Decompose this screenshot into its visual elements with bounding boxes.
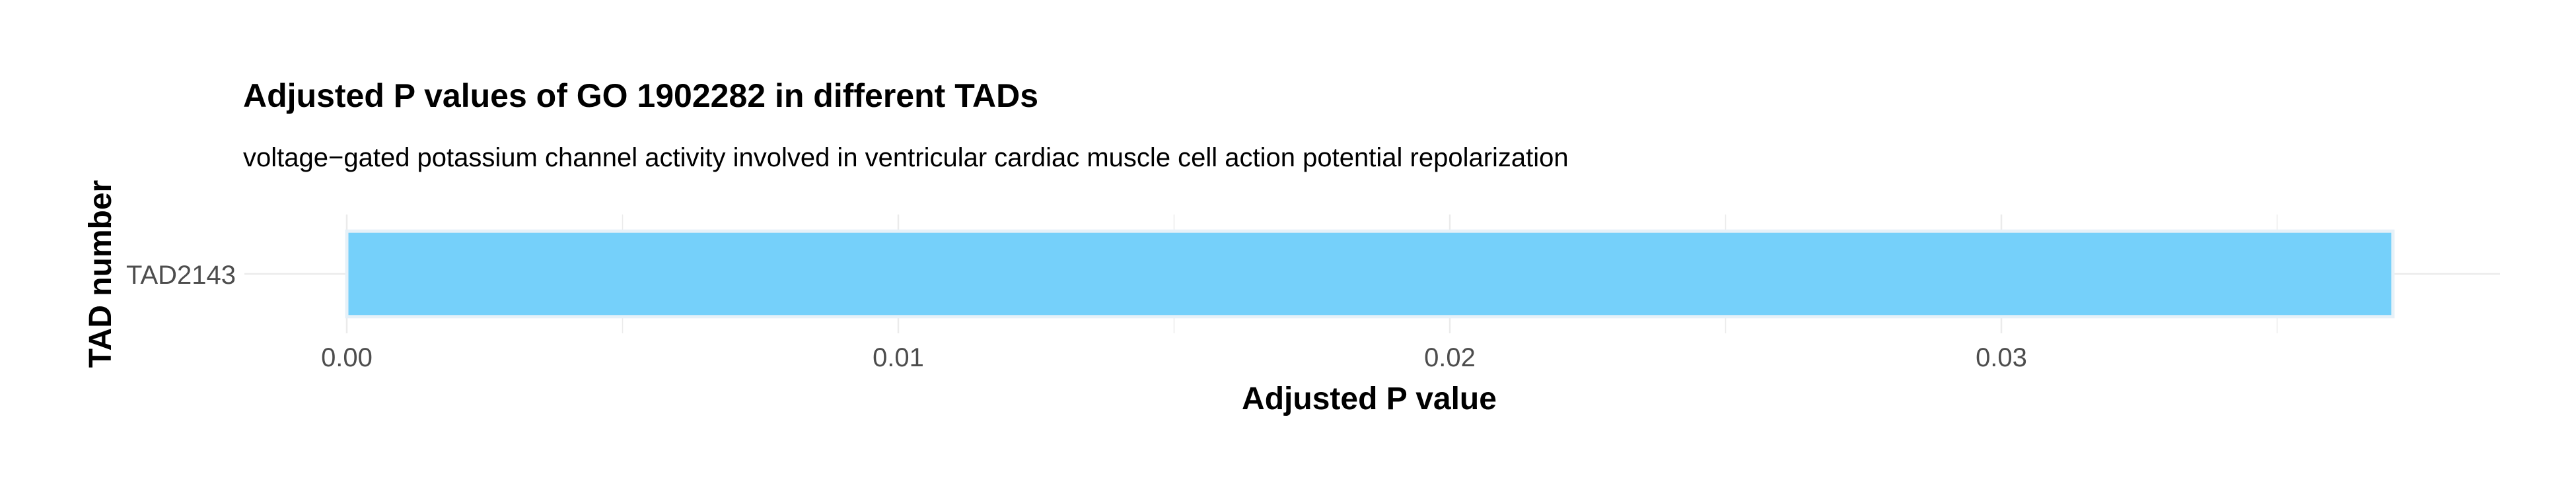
x-tick-label: 0.02	[1424, 343, 1476, 372]
y-tick-labels: TAD2143	[126, 261, 236, 290]
x-tick-labels: 0.00 0.01 0.02 0.03	[321, 343, 2027, 372]
bars	[345, 229, 2395, 319]
x-tick-label: 0.00	[321, 343, 373, 372]
x-tick-label: 0.03	[1976, 343, 2027, 372]
chart-title: Adjusted P values of GO 1902282 in diffe…	[243, 77, 1038, 114]
y-tick-label: TAD2143	[126, 261, 236, 290]
x-tick-label: 0.01	[873, 343, 924, 372]
chart-subtitle: voltage−gated potassium channel activity…	[243, 143, 1569, 172]
y-axis-title: TAD number	[83, 180, 118, 368]
x-axis-title: Adjusted P value	[1242, 381, 1497, 416]
bar	[345, 229, 2395, 319]
